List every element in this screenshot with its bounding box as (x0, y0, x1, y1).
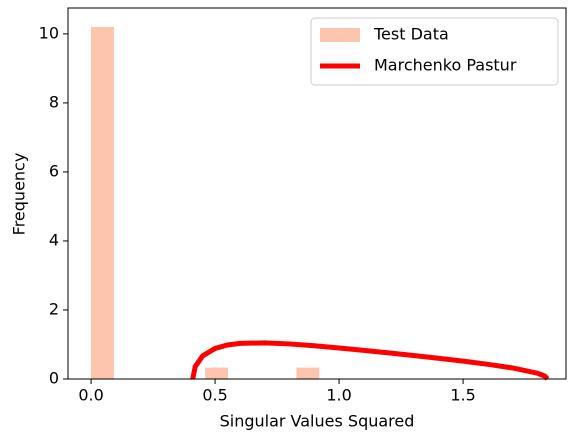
x-tick-label: 0.0 (78, 386, 103, 405)
y-tick-label: 8 (49, 92, 59, 111)
plot-frame (67, 7, 567, 380)
y-tick-label: 10 (39, 23, 59, 42)
legend-swatch (320, 28, 360, 42)
y-tick-label: 2 (49, 299, 59, 318)
legend-label: Marchenko Pastur (374, 56, 517, 75)
legend-box (310, 17, 559, 86)
line (190, 340, 550, 381)
bar (296, 367, 320, 379)
legend-label: Test Data (373, 25, 449, 44)
x-tick-label: 1.5 (450, 386, 475, 405)
bar (205, 367, 228, 379)
y-tick-label: 6 (49, 161, 59, 180)
x-tick-label: 1.0 (326, 386, 351, 405)
y-axis-label: Frequency (10, 153, 29, 236)
y-tick-label: 4 (49, 230, 59, 249)
y-tick-label: 0 (49, 369, 59, 388)
x-axis-label: Singular Values Squared (220, 412, 415, 431)
x-tick-label: 0.5 (202, 386, 227, 405)
bar (91, 26, 114, 380)
